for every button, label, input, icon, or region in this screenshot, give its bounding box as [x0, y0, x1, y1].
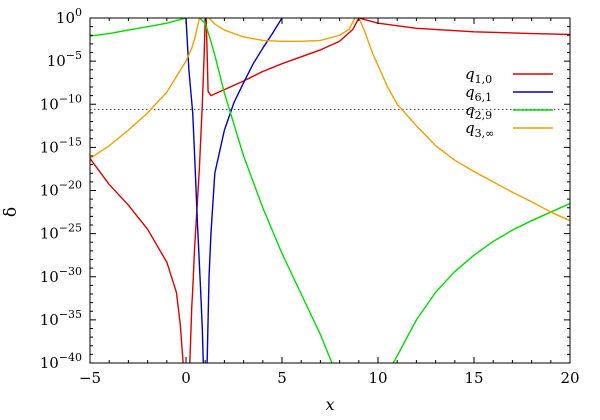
- series-layer: [90, 18, 570, 363]
- y-axis-label: δ: [1, 207, 21, 217]
- y-tick-label: 10−5: [47, 49, 82, 70]
- axis-layer: −5 0 5 10 15 20 100 10−5 10−10 10−15 10−20 10−25 10−…: [40, 6, 580, 387]
- y-tick-label: 10−40: [40, 351, 82, 372]
- series-line-6-1: [206, 18, 283, 363]
- legend-label: q2,9: [465, 101, 492, 122]
- x-tick-label: 0: [181, 369, 191, 387]
- legend-label: q3,∞: [465, 119, 494, 140]
- y-tick-label: 10−20: [40, 179, 82, 200]
- series-line-3--: [208, 18, 356, 42]
- series-line-6-1: [185, 18, 204, 363]
- x-tick-label: 10: [368, 369, 387, 387]
- legend: q1,0q6,1q2,9q3,∞: [465, 65, 553, 140]
- series-line-2-9: [392, 202, 570, 363]
- series-line-2-9: [90, 18, 187, 37]
- series-line-1-0: [205, 18, 360, 97]
- y-tick-label: 10−10: [40, 92, 82, 113]
- series-line-1-0: [189, 18, 206, 363]
- x-tick-label: 5: [277, 369, 287, 387]
- series-line-2-9: [198, 18, 333, 363]
- y-tick-label: 10−25: [40, 222, 82, 243]
- plot-frame: [89, 17, 571, 364]
- series-line-1-0: [358, 18, 570, 36]
- y-tick-label: 10−30: [40, 265, 82, 286]
- x-axis-label: x: [325, 395, 334, 414]
- legend-label: q1,0: [465, 65, 492, 86]
- x-tick-label: 15: [464, 369, 483, 387]
- y-tick-label: 10−15: [40, 135, 82, 156]
- y-tick-label: 10−35: [40, 308, 82, 329]
- series-line-3--: [358, 18, 570, 222]
- series-line-1-0: [90, 158, 184, 363]
- legend-label: q6,1: [465, 83, 492, 104]
- x-tick-label: −5: [79, 369, 101, 387]
- x-tick-label: 20: [560, 369, 579, 387]
- series-line-3--: [90, 18, 201, 160]
- y-tick-label: 100: [56, 6, 82, 27]
